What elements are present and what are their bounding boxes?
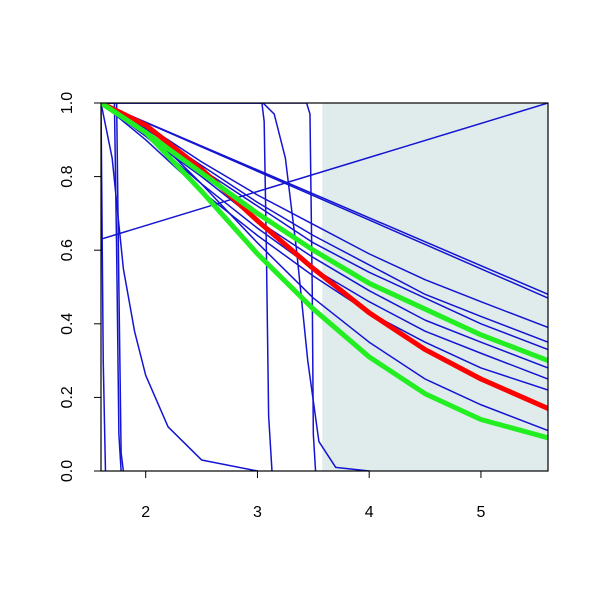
curve (101, 103, 122, 471)
curve (101, 103, 548, 411)
curve (101, 103, 125, 471)
shaded-region (322, 103, 548, 471)
x-tick-label: 4 (365, 504, 374, 521)
y-tick-label: 0.2 (59, 386, 76, 408)
y-tick-label: 0.4 (59, 313, 76, 335)
x-tick-label: 5 (476, 504, 485, 521)
axes: 2 3 4 5 0.0 0.2 0.4 0.6 0.8 1.0 (59, 92, 549, 521)
y-tick-label: 0.8 (59, 165, 76, 187)
curve (101, 103, 548, 299)
curve (101, 103, 273, 471)
curve (101, 103, 317, 471)
curve (101, 103, 259, 471)
curve (101, 103, 548, 240)
curve (101, 103, 548, 391)
y-tick-label: 0.0 (59, 460, 76, 482)
plot-lines (101, 103, 548, 471)
curve (101, 103, 107, 471)
x-tick-label: 2 (141, 504, 150, 521)
y-tick-label: 1.0 (59, 92, 76, 114)
curve (101, 103, 370, 471)
plot-frame (100, 102, 549, 472)
curve (101, 103, 548, 364)
y-tick-label: 0.6 (59, 239, 76, 261)
curve (101, 103, 548, 441)
plot-background (322, 103, 548, 471)
x-tick-label: 3 (253, 504, 262, 521)
